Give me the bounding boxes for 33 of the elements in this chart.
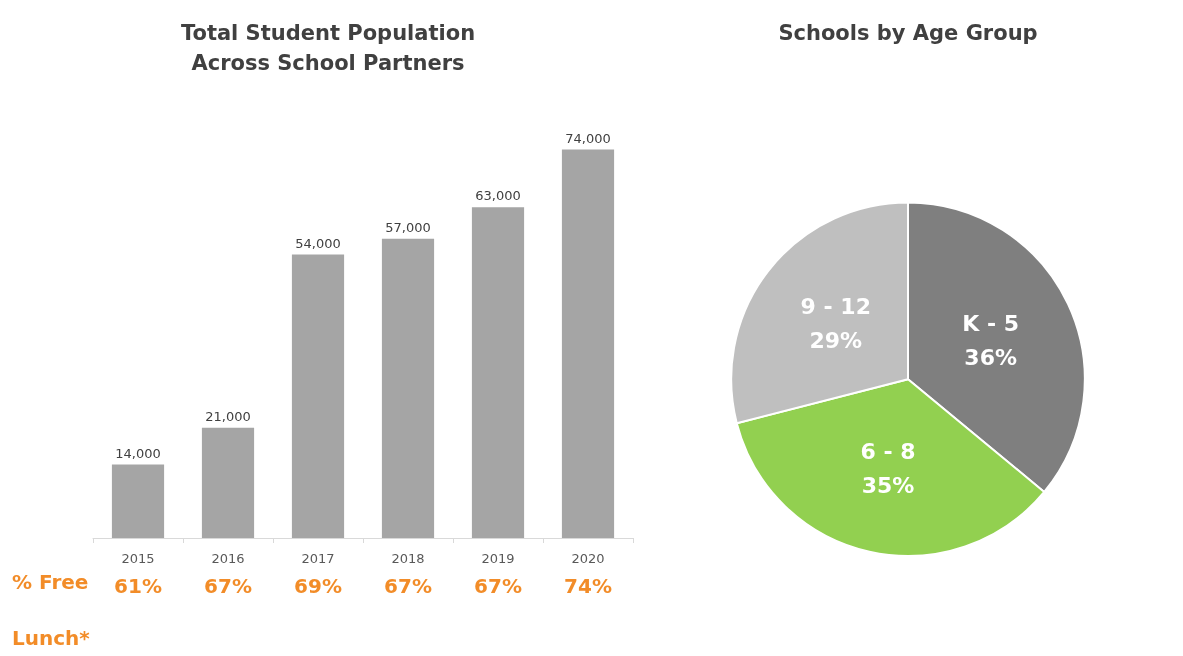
data-label: 35% — [861, 472, 915, 498]
data-label: 57,000 — [385, 219, 431, 235]
slice-label: K - 5 — [962, 310, 1020, 336]
text: 67% — [384, 574, 432, 598]
bar — [111, 464, 165, 538]
text: 74% — [564, 574, 612, 598]
x-tick-label: 2017 — [301, 551, 335, 566]
x-tick-label: 2016 — [211, 551, 245, 566]
data-label: 54,000 — [295, 235, 341, 251]
data-label: 14,000 — [115, 445, 161, 461]
text: 67% — [474, 574, 522, 598]
bar — [561, 149, 615, 538]
bar — [291, 254, 345, 538]
x-tick-label: 2015 — [121, 551, 155, 566]
text: 61% — [114, 574, 162, 598]
x-tick-label: 2018 — [391, 551, 425, 566]
chart-title: Total Student Population Across School Partners — [180, 21, 476, 75]
bar — [471, 207, 525, 538]
x-tick-label: 2020 — [571, 551, 605, 566]
data-label: 63,000 — [475, 188, 521, 204]
data-label: 21,000 — [205, 408, 251, 424]
slice-label: 9 - 12 — [800, 293, 871, 319]
text: 69% — [294, 574, 342, 598]
data-label: 29% — [809, 327, 863, 353]
chart-title: Schools by Age Group — [778, 21, 1038, 45]
bar — [201, 427, 255, 538]
bar — [381, 238, 435, 538]
x-tick-label: 2019 — [481, 551, 515, 566]
text: % Free Lunch* — [12, 570, 90, 650]
data-label: 74,000 — [565, 130, 611, 146]
data-label: 36% — [964, 344, 1018, 370]
text: 67% — [204, 574, 252, 598]
slice-label: 6 - 8 — [860, 438, 916, 464]
